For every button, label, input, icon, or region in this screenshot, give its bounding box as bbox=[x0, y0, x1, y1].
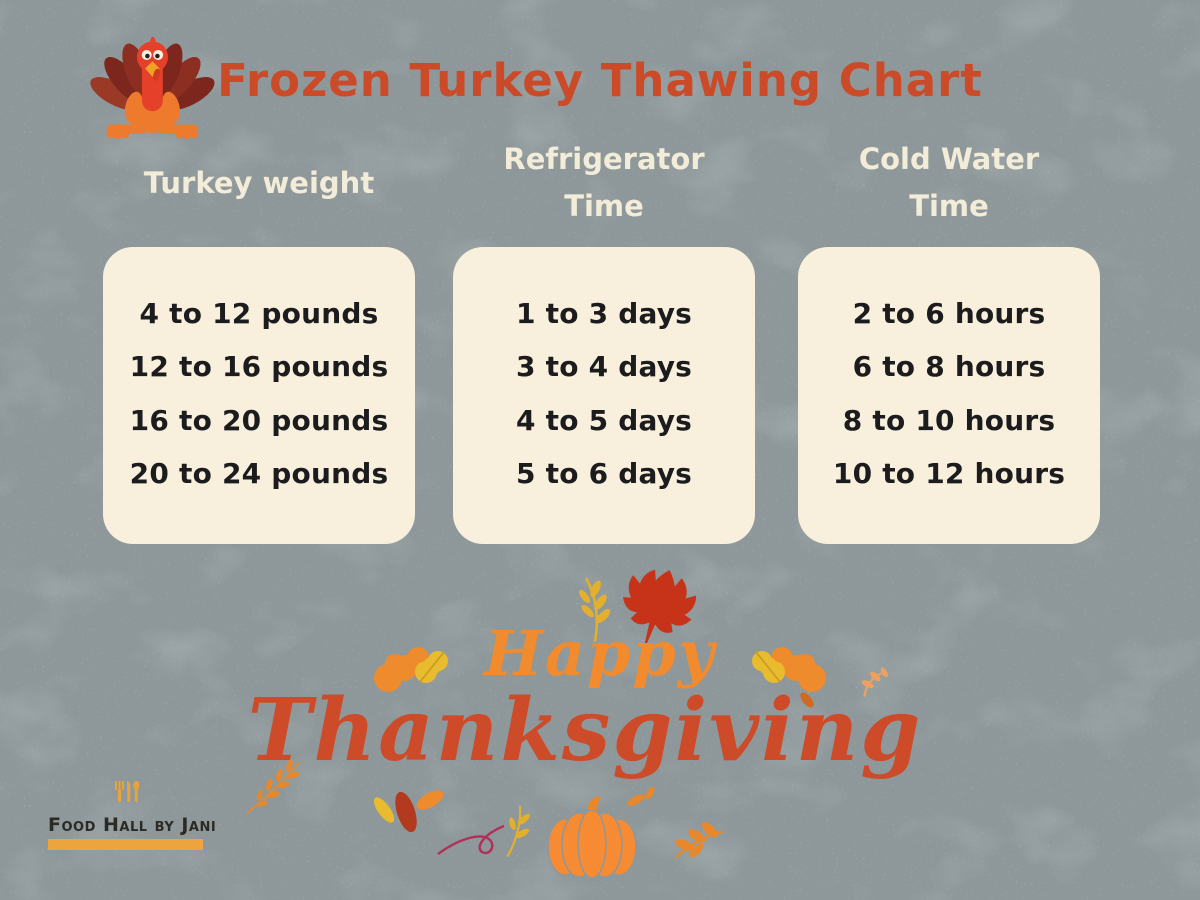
greeting-thanksgiving: Thanksgiving bbox=[247, 680, 923, 781]
brand-name: Food Hall by Jani bbox=[48, 814, 217, 836]
refrigerator-time-card: 1 to 3 days 3 to 4 days 4 to 5 days 5 to… bbox=[453, 247, 755, 544]
brand-underline bbox=[48, 839, 203, 850]
cold-water-time-card: 2 to 6 hours 6 to 8 hours 8 to 10 hours … bbox=[798, 247, 1100, 544]
table-cell: 12 to 16 pounds bbox=[129, 350, 389, 384]
column-header-refrigerator-time: Refrigerator Time bbox=[453, 136, 755, 230]
table-cell: 2 to 6 hours bbox=[852, 297, 1046, 331]
swirl-icon bbox=[437, 824, 505, 855]
pumpkin-leaves-icon bbox=[627, 786, 655, 807]
column-header-line: Refrigerator bbox=[503, 142, 705, 176]
pumpkin-icon bbox=[547, 796, 637, 879]
branch-icon bbox=[674, 822, 723, 859]
greeting-happy: Happy bbox=[484, 617, 716, 690]
cutlery-icon bbox=[114, 780, 139, 802]
table-cell: 8 to 10 hours bbox=[842, 403, 1056, 437]
brand-logo: Food Hall by Jani bbox=[48, 780, 217, 850]
table-cell: 6 to 8 hours bbox=[852, 350, 1046, 384]
column-header-cold-water-time: Cold Water Time bbox=[798, 136, 1100, 230]
column-header-turkey-weight: Turkey weight bbox=[103, 140, 415, 226]
column-header-line: Time bbox=[909, 189, 989, 223]
column-header-line: Time bbox=[564, 189, 644, 223]
leaf-trio-icon bbox=[373, 790, 444, 833]
table-cell: 3 to 4 days bbox=[515, 350, 693, 384]
turkey-weight-card: 4 to 12 pounds 12 to 16 pounds 16 to 20 … bbox=[103, 247, 415, 544]
table-cell: 4 to 5 days bbox=[515, 403, 693, 437]
table-cell: 1 to 3 days bbox=[515, 297, 693, 331]
column-header-line: Cold Water bbox=[858, 142, 1040, 176]
table-cell: 4 to 12 pounds bbox=[139, 297, 379, 331]
table-cell: 20 to 24 pounds bbox=[129, 456, 389, 490]
table-cell: 16 to 20 pounds bbox=[129, 403, 389, 437]
column-header-line: Turkey weight bbox=[143, 165, 375, 200]
small-sprig-icon bbox=[506, 805, 530, 858]
page-title: Frozen Turkey Thawing Chart bbox=[217, 54, 983, 107]
table-cell: 5 to 6 days bbox=[515, 456, 693, 490]
table-cell: 10 to 12 hours bbox=[832, 456, 1066, 490]
